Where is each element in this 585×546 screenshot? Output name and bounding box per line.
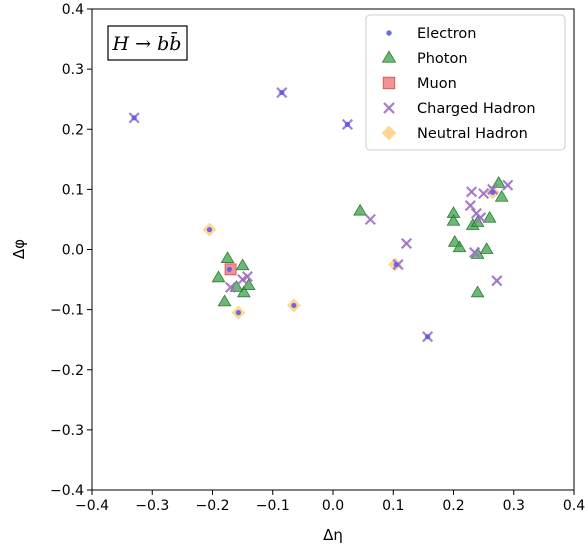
x-tick-label: −0.3 bbox=[135, 498, 169, 514]
charged-hadron-point bbox=[491, 275, 503, 287]
legend-label-photon: Photon bbox=[417, 51, 468, 67]
y-tick-label: −0.4 bbox=[50, 483, 84, 499]
charged-hadron-point bbox=[400, 237, 413, 250]
photon-point bbox=[494, 189, 509, 202]
x-tick-label: −0.1 bbox=[256, 498, 290, 514]
electron-point bbox=[131, 115, 137, 121]
charged-hadron-point-stroke bbox=[502, 179, 514, 191]
annotation-text: H → bb̄ bbox=[112, 31, 182, 55]
y-tick-label: −0.2 bbox=[50, 363, 84, 379]
legend-marker-muon bbox=[382, 76, 396, 90]
charged-hadron-point-stroke bbox=[478, 188, 490, 200]
photon-point bbox=[446, 213, 461, 226]
y-tick-label: 0.0 bbox=[62, 243, 84, 259]
legend: Electron Photon Muon Charged Hadron Neutral … bbox=[365, 14, 566, 151]
legend-marker-electron bbox=[386, 30, 392, 36]
photon-point bbox=[236, 285, 251, 298]
charged-hadron-point bbox=[469, 246, 481, 259]
photon-point bbox=[491, 176, 506, 188]
charged-hadron-point-stroke bbox=[400, 237, 413, 250]
photon-point bbox=[211, 270, 226, 283]
photon-point bbox=[452, 240, 467, 253]
charged-hadron-point-stroke bbox=[491, 275, 503, 287]
charged-hadron-point-stroke bbox=[364, 213, 376, 226]
legend-label-muon: Muon bbox=[417, 76, 457, 92]
y-tick-label: −0.3 bbox=[50, 423, 84, 439]
electron-point bbox=[206, 227, 213, 233]
photon-point bbox=[353, 203, 367, 216]
charged-hadron-point-stroke bbox=[224, 281, 237, 293]
electron-point bbox=[235, 310, 242, 316]
legend-marker-charged-hadron bbox=[383, 102, 395, 114]
photon-point bbox=[470, 285, 485, 298]
annotation-frame bbox=[107, 25, 188, 61]
y-tick-label: 0.1 bbox=[62, 182, 84, 198]
x-axis-label: Δη bbox=[323, 526, 343, 544]
charged-hadron-point bbox=[487, 183, 499, 195]
electron-point bbox=[490, 189, 496, 195]
x-tick-label: −0.4 bbox=[75, 498, 109, 514]
annotation-box: H → bb̄ bbox=[107, 25, 188, 61]
legend-marker-photon bbox=[381, 50, 397, 63]
charged-hadron-point bbox=[464, 200, 476, 212]
electron-point bbox=[393, 261, 399, 268]
x-tick-label: 0.0 bbox=[322, 498, 344, 514]
x-tick-label: 0.3 bbox=[503, 498, 525, 514]
charged-hadron-point-stroke bbox=[475, 212, 487, 224]
legend-label-electron: Electron bbox=[417, 26, 476, 42]
charged-hadron-point bbox=[465, 186, 478, 198]
electron-point bbox=[279, 89, 285, 96]
legend-label-charged-hadron: Charged Hadron bbox=[417, 101, 536, 117]
charged-hadron-point-stroke bbox=[465, 186, 478, 198]
y-tick-label: 0.2 bbox=[62, 122, 84, 138]
y-tick-label: 0.4 bbox=[62, 2, 84, 18]
electron-point bbox=[344, 121, 351, 128]
charged-hadron-point-stroke bbox=[487, 183, 499, 195]
legend-marker-charged-hadron-stroke bbox=[383, 102, 395, 114]
photon-point bbox=[235, 258, 250, 271]
y-tick-label: −0.1 bbox=[50, 303, 84, 319]
y-axis-label: Δφ bbox=[10, 239, 28, 259]
photon-point bbox=[217, 294, 232, 307]
charged-hadron-point-stroke bbox=[237, 273, 249, 286]
charged-hadron-point bbox=[475, 212, 487, 224]
data-markers bbox=[128, 86, 514, 343]
charged-hadron-point bbox=[502, 179, 514, 191]
photon-point bbox=[482, 210, 497, 223]
photon-point bbox=[241, 278, 256, 291]
photon-point bbox=[479, 242, 494, 254]
x-tick-label: −0.2 bbox=[196, 498, 230, 514]
x-tick-label: 0.4 bbox=[563, 498, 585, 514]
legend-label-neutral-hadron: Neutral Hadron bbox=[417, 126, 528, 142]
axis-ticks: −0.4 −0.3 −0.2 −0.1 0.0 0.1 0.2 0.3 0.4 −0.4 −0.3 −… bbox=[50, 2, 585, 514]
charged-hadron-point bbox=[224, 281, 237, 293]
y-tick-label: 0.3 bbox=[62, 62, 84, 78]
photon-point bbox=[220, 251, 235, 263]
electron-point bbox=[424, 334, 431, 340]
x-tick-label: 0.2 bbox=[442, 498, 464, 514]
electron-point bbox=[226, 266, 232, 272]
charged-hadron-point bbox=[237, 273, 249, 286]
electron-point bbox=[291, 302, 297, 309]
legend-frame bbox=[365, 14, 566, 151]
legend-marker-neutral-hadron bbox=[381, 125, 397, 141]
charged-hadron-point bbox=[478, 188, 490, 200]
x-tick-label: 0.1 bbox=[382, 498, 404, 514]
charged-hadron-point-stroke bbox=[469, 246, 481, 259]
charged-hadron-point-stroke bbox=[464, 200, 476, 212]
charged-hadron-point bbox=[364, 213, 376, 226]
